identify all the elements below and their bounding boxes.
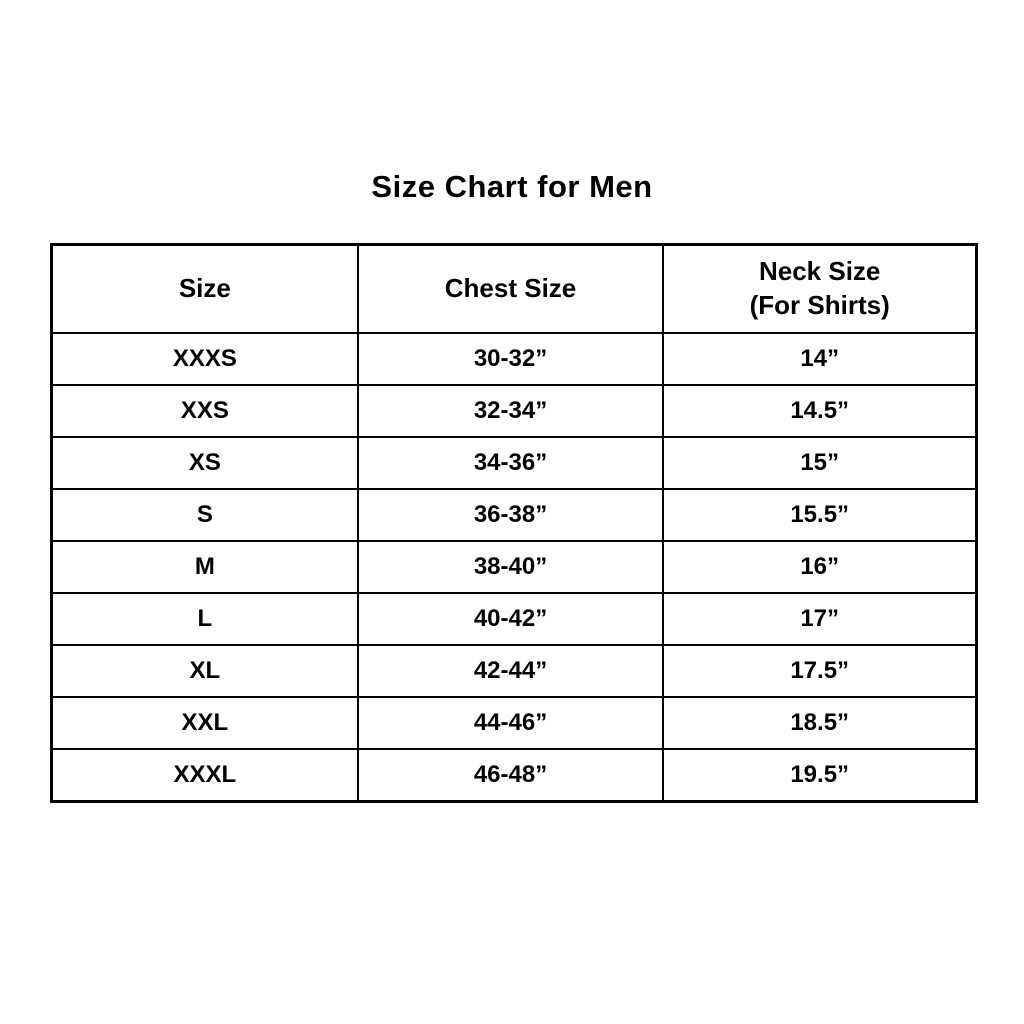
neck-size-cell: 18.5” (662, 696, 978, 750)
neck-size-cell: 17.5” (662, 644, 978, 698)
table-row: XXS 32-34” 14.5” (50, 384, 978, 438)
size-cell: XXS (50, 384, 359, 438)
neck-size-cell: 14” (662, 332, 978, 386)
table-row: XXXL 46-48” 19.5” (50, 748, 978, 803)
table-row: XL 42-44” 17.5” (50, 644, 978, 698)
table-header-row: Size Chest Size Neck Size (For Shirts) (50, 243, 978, 334)
chest-size-cell: 36-38” (356, 488, 665, 542)
neck-size-cell: 15” (662, 436, 978, 490)
neck-size-cell: 17” (662, 592, 978, 646)
neck-size-cell: 19.5” (662, 748, 978, 803)
chest-size-cell: 44-46” (356, 696, 665, 750)
size-cell: XXL (50, 696, 359, 750)
size-cell: M (50, 540, 359, 594)
table-row: S 36-38” 15.5” (50, 488, 978, 542)
chest-size-cell: 34-36” (356, 436, 665, 490)
table-row: XS 34-36” 15” (50, 436, 978, 490)
chest-size-cell: 32-34” (356, 384, 665, 438)
chest-size-cell: 30-32” (356, 332, 665, 386)
size-cell: XXXL (50, 748, 359, 803)
neck-size-cell: 16” (662, 540, 978, 594)
size-cell: XL (50, 644, 359, 698)
size-cell: S (50, 488, 359, 542)
size-cell: XXXS (50, 332, 359, 386)
col-header-chest-size-label: Chest Size (444, 273, 577, 304)
col-header-neck-size-label: Neck Size (758, 256, 881, 287)
col-header-size: Size (50, 243, 359, 334)
table-row: M 38-40” 16” (50, 540, 978, 594)
col-header-size-label: Size (178, 273, 231, 304)
col-header-neck-size: Neck Size (For Shirts) (662, 243, 978, 334)
page-title: Size Chart for Men (371, 169, 653, 204)
size-cell: L (50, 592, 359, 646)
col-header-neck-size-sublabel: (For Shirts) (749, 290, 890, 320)
neck-size-cell: 14.5” (662, 384, 978, 438)
table-row: XXL 44-46” 18.5” (50, 696, 978, 750)
chest-size-cell: 42-44” (356, 644, 665, 698)
size-chart-table: Size Chest Size Neck Size (For Shirts) X… (50, 243, 978, 803)
col-header-chest-size: Chest Size (356, 243, 665, 334)
chest-size-cell: 38-40” (356, 540, 665, 594)
chest-size-cell: 40-42” (356, 592, 665, 646)
chest-size-cell: 46-48” (356, 748, 665, 803)
table-row: L 40-42” 17” (50, 592, 978, 646)
table-row: XXXS 30-32” 14” (50, 332, 978, 386)
neck-size-cell: 15.5” (662, 488, 978, 542)
size-cell: XS (50, 436, 359, 490)
